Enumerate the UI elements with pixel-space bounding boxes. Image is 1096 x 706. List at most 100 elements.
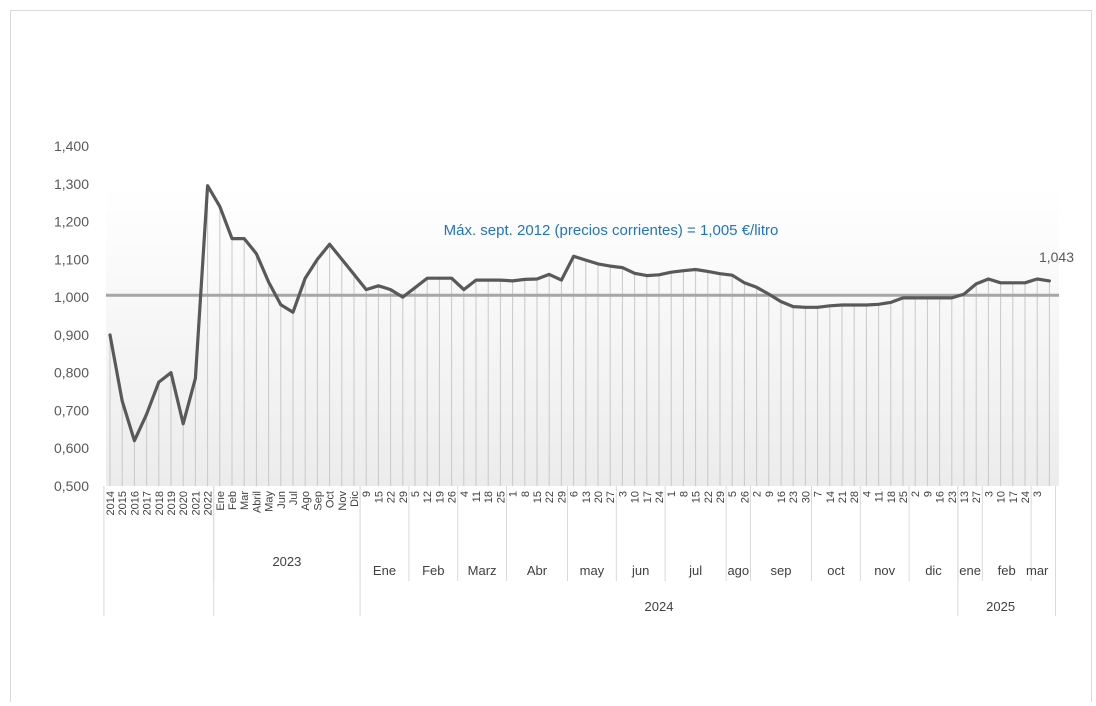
category-group-label: 2025 bbox=[986, 599, 1015, 614]
x-tick-label: 19 bbox=[434, 491, 446, 503]
x-tick-label: 25 bbox=[495, 491, 507, 503]
data-point bbox=[609, 264, 612, 268]
x-tick-label: 5 bbox=[727, 491, 739, 497]
data-point bbox=[535, 277, 539, 281]
category-group-label: feb bbox=[998, 563, 1016, 578]
x-tick-label: 11 bbox=[874, 491, 886, 502]
x-tick-label: 23 bbox=[788, 491, 800, 503]
x-tick-label: Mar bbox=[239, 491, 251, 510]
data-point bbox=[962, 292, 966, 296]
x-tick-label: 7 bbox=[813, 491, 825, 497]
data-point bbox=[596, 262, 600, 266]
price-series-line bbox=[108, 184, 1051, 443]
data-point bbox=[767, 292, 770, 296]
category-group-label: oct bbox=[827, 563, 845, 578]
data-point bbox=[584, 258, 587, 262]
data-point bbox=[194, 377, 197, 380]
data-point bbox=[304, 277, 307, 280]
category-group-label: Feb bbox=[422, 563, 444, 578]
x-tick-label: 24 bbox=[1020, 491, 1032, 503]
x-tick-label: 26 bbox=[739, 491, 751, 503]
data-point bbox=[523, 278, 526, 281]
x-tick-label: 23 bbox=[947, 491, 959, 503]
data-point bbox=[975, 282, 978, 286]
data-point bbox=[731, 274, 734, 277]
data-point bbox=[206, 184, 209, 187]
x-tick-label: 17 bbox=[642, 491, 654, 503]
x-tick-label: 3 bbox=[617, 491, 629, 497]
x-tick-label: Jul bbox=[288, 491, 300, 505]
category-group-label: jun bbox=[631, 563, 649, 578]
x-tick-label: 17 bbox=[1008, 491, 1020, 503]
reference-line-label: Máx. sept. 2012 (precios corrientes) = 1… bbox=[444, 222, 779, 239]
y-tick-label: 0,600 bbox=[54, 440, 89, 456]
data-point bbox=[670, 270, 673, 274]
data-point bbox=[901, 296, 905, 300]
data-point bbox=[877, 303, 880, 306]
data-point bbox=[572, 255, 575, 258]
data-point bbox=[328, 243, 331, 246]
plot-area bbox=[106, 186, 1059, 486]
y-tick-label: 0,900 bbox=[54, 327, 89, 343]
data-point bbox=[938, 296, 941, 300]
y-tick-label: 1,000 bbox=[54, 289, 89, 305]
data-point bbox=[413, 286, 417, 289]
x-tick-label: 13 bbox=[959, 491, 971, 503]
x-tick-label: Oct bbox=[325, 491, 337, 508]
x-tick-label: 28 bbox=[849, 491, 861, 503]
data-point bbox=[633, 272, 636, 275]
data-point bbox=[645, 274, 648, 277]
category-group-label: 2023 bbox=[272, 554, 301, 569]
data-point bbox=[108, 333, 112, 337]
x-tick-label: 2020 bbox=[178, 491, 190, 515]
x-tick-label: Feb bbox=[227, 491, 239, 510]
data-point bbox=[682, 269, 685, 272]
data-point bbox=[889, 301, 892, 304]
data-point bbox=[474, 278, 478, 282]
x-tick-label: Abril bbox=[251, 491, 263, 513]
x-tick-label: 13 bbox=[581, 491, 593, 503]
x-tick-label: 15 bbox=[532, 491, 544, 503]
x-tick-label: Jun bbox=[276, 491, 288, 509]
x-tick-label: 5 bbox=[410, 491, 422, 497]
data-point bbox=[450, 277, 453, 280]
x-tick-label: Ago bbox=[300, 491, 312, 511]
data-point bbox=[828, 304, 831, 307]
x-tick-label: 9 bbox=[922, 491, 934, 497]
data-point bbox=[426, 277, 429, 280]
data-point bbox=[718, 272, 722, 275]
data-point bbox=[853, 303, 856, 307]
x-tick-label: 8 bbox=[520, 491, 532, 497]
x-tick-label: 4 bbox=[459, 491, 471, 497]
data-point bbox=[560, 278, 563, 282]
data-point bbox=[816, 306, 819, 309]
data-point bbox=[779, 300, 783, 303]
data-point bbox=[389, 288, 392, 291]
x-tick-label: 2015 bbox=[117, 491, 129, 515]
x-tick-label: 2016 bbox=[129, 491, 141, 515]
x-tick-label: 9 bbox=[764, 491, 776, 497]
x-tick-label: 2017 bbox=[142, 491, 154, 515]
x-tick-label: 3 bbox=[983, 491, 995, 497]
data-point bbox=[1036, 277, 1039, 281]
data-point bbox=[1011, 281, 1014, 284]
data-point bbox=[743, 281, 746, 284]
category-group-label: may bbox=[580, 563, 605, 578]
x-tick-label: 24 bbox=[654, 491, 666, 503]
data-point bbox=[926, 296, 929, 300]
x-tick-label: May bbox=[264, 491, 276, 512]
x-tick-label: 27 bbox=[971, 491, 983, 503]
category-group-label: dic bbox=[925, 563, 942, 578]
x-tick-label: 22 bbox=[703, 491, 715, 503]
data-point bbox=[218, 205, 221, 208]
x-tick-label: Sep bbox=[312, 491, 324, 511]
data-point bbox=[182, 422, 185, 425]
category-group-label: ago bbox=[727, 563, 749, 578]
x-tick-label: 9 bbox=[361, 491, 373, 497]
x-tick-label: 15 bbox=[691, 491, 703, 503]
category-group-label: Ene bbox=[373, 563, 396, 578]
x-tick-label: 26 bbox=[447, 491, 459, 503]
data-point bbox=[243, 237, 246, 240]
data-point bbox=[999, 281, 1002, 284]
x-tick-label: 14 bbox=[825, 491, 837, 503]
